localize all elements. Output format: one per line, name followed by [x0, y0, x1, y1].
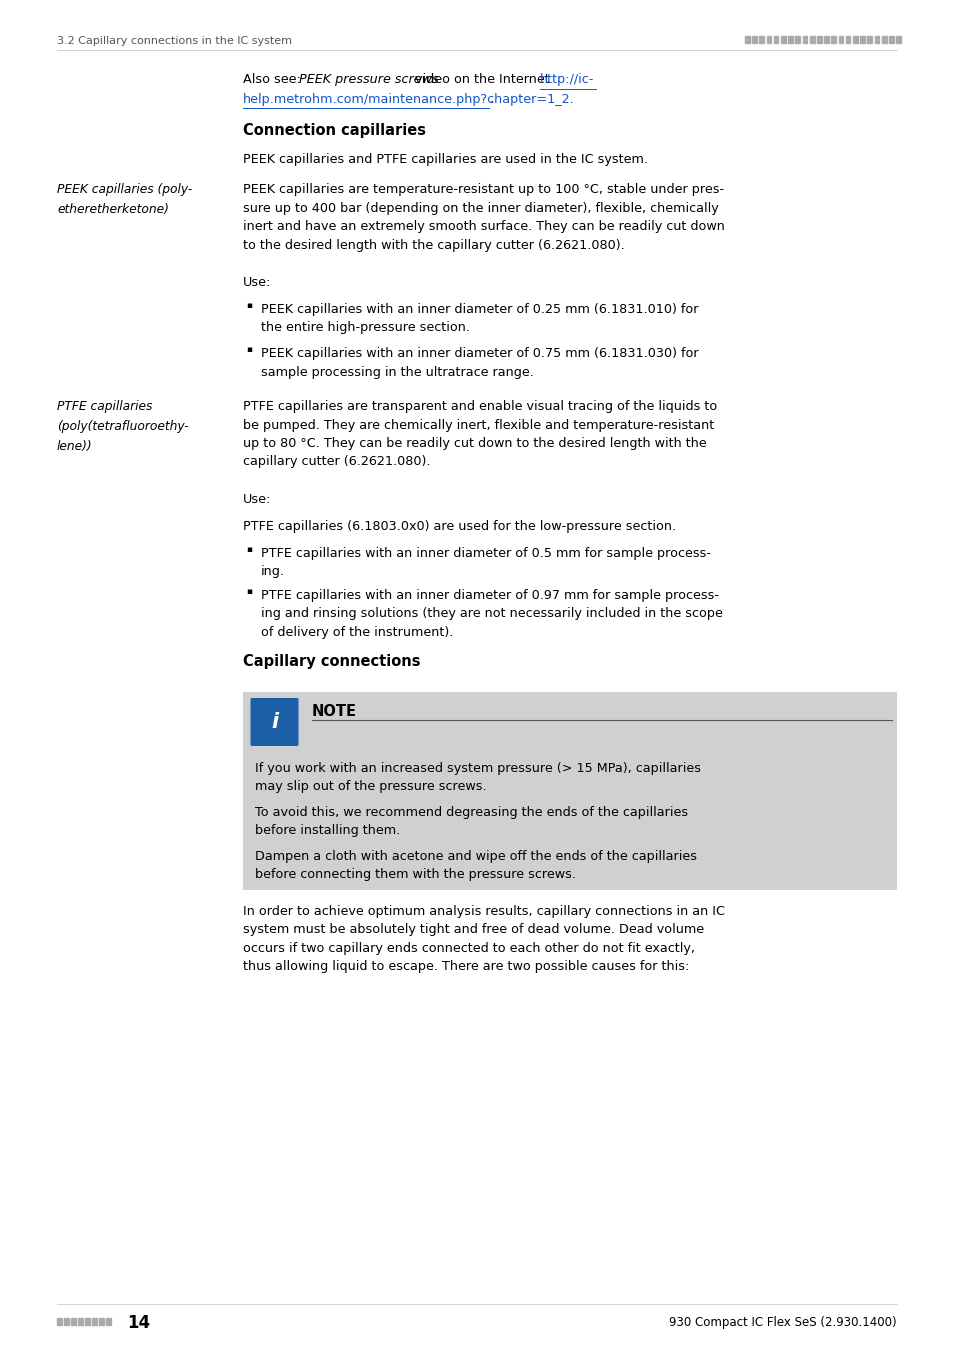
Text: In order to achieve optimum analysis results, capillary connections in an IC
sys: In order to achieve optimum analysis res…: [243, 904, 724, 973]
Text: ▪: ▪: [246, 346, 252, 354]
Text: http://ic-: http://ic-: [539, 73, 594, 86]
Bar: [787, 36, 792, 43]
Bar: [874, 36, 879, 43]
Text: If you work with an increased system pressure (> 15 MPa), capillaries
may slip o: If you work with an increased system pre…: [254, 761, 700, 794]
Bar: [895, 36, 900, 43]
Bar: [91, 1318, 96, 1324]
Text: PEEK pressure screws: PEEK pressure screws: [298, 73, 438, 86]
Bar: [888, 36, 893, 43]
Bar: [71, 1318, 75, 1324]
Text: video on the Internet: video on the Internet: [411, 73, 553, 86]
Bar: [816, 36, 821, 43]
Text: 930 Compact IC Flex SeS (2.930.1400): 930 Compact IC Flex SeS (2.930.1400): [669, 1316, 896, 1328]
Bar: [78, 1318, 82, 1324]
Text: PEEK capillaries with an inner diameter of 0.75 mm (6.1831.030) for
sample proce: PEEK capillaries with an inner diameter …: [261, 347, 698, 378]
Text: PTFE capillaries are transparent and enable visual tracing of the liquids to
be : PTFE capillaries are transparent and ena…: [243, 400, 717, 468]
Text: Use:: Use:: [243, 493, 271, 506]
Bar: [801, 36, 806, 43]
Bar: [751, 36, 756, 43]
Bar: [866, 36, 871, 43]
Text: PTFE capillaries with an inner diameter of 0.97 mm for sample process-
ing and r: PTFE capillaries with an inner diameter …: [261, 589, 722, 639]
Text: ▪: ▪: [246, 587, 252, 595]
Text: help.metrohm.com/maintenance.php?chapter=1_2.: help.metrohm.com/maintenance.php?chapter…: [243, 93, 574, 105]
Text: PTFE capillaries: PTFE capillaries: [57, 400, 152, 413]
Bar: [85, 1318, 90, 1324]
Text: 14: 14: [127, 1314, 150, 1332]
Text: To avoid this, we recommend degreasing the ends of the capillaries
before instal: To avoid this, we recommend degreasing t…: [254, 806, 687, 837]
Text: Use:: Use:: [243, 275, 271, 289]
Text: 3.2 Capillary connections in the IC system: 3.2 Capillary connections in the IC syst…: [57, 36, 292, 46]
Text: PEEK capillaries and PTFE capillaries are used in the IC system.: PEEK capillaries and PTFE capillaries ar…: [243, 153, 647, 166]
Text: Also see:: Also see:: [243, 73, 305, 86]
Bar: [860, 36, 864, 43]
Text: lene)): lene)): [57, 440, 92, 454]
Bar: [830, 36, 835, 43]
Text: PTFE capillaries with an inner diameter of 0.5 mm for sample process-
ing.: PTFE capillaries with an inner diameter …: [261, 547, 710, 579]
Text: Dampen a cloth with acetone and wipe off the ends of the capillaries
before conn: Dampen a cloth with acetone and wipe off…: [254, 850, 697, 882]
Bar: [852, 36, 857, 43]
Text: Capillary connections: Capillary connections: [243, 653, 420, 670]
Bar: [845, 36, 850, 43]
Text: ▪: ▪: [246, 545, 252, 554]
Bar: [106, 1318, 111, 1324]
Text: PEEK capillaries are temperature-resistant up to 100 °C, stable under pres-
sure: PEEK capillaries are temperature-resista…: [243, 184, 724, 251]
Text: ▪: ▪: [246, 301, 252, 310]
Bar: [243, 693, 896, 890]
Text: etheretherketone): etheretherketone): [57, 202, 169, 216]
Bar: [759, 36, 763, 43]
Bar: [99, 1318, 103, 1324]
Bar: [838, 36, 842, 43]
Bar: [781, 36, 785, 43]
Text: (poly(tetrafluoroethy-: (poly(tetrafluoroethy-: [57, 420, 189, 433]
FancyBboxPatch shape: [251, 698, 298, 747]
Text: PEEK capillaries with an inner diameter of 0.25 mm (6.1831.010) for
the entire h: PEEK capillaries with an inner diameter …: [261, 302, 698, 335]
Bar: [766, 36, 770, 43]
Bar: [773, 36, 778, 43]
Text: PTFE capillaries (6.1803.0x0) are used for the low-pressure section.: PTFE capillaries (6.1803.0x0) are used f…: [243, 520, 676, 533]
Bar: [881, 36, 885, 43]
Text: Connection capillaries: Connection capillaries: [243, 123, 426, 138]
Bar: [823, 36, 828, 43]
Text: .: .: [489, 93, 493, 105]
Bar: [57, 1318, 61, 1324]
Text: PEEK capillaries (poly-: PEEK capillaries (poly-: [57, 184, 192, 196]
Bar: [809, 36, 814, 43]
Text: i: i: [271, 711, 277, 732]
Bar: [64, 1318, 69, 1324]
Text: NOTE: NOTE: [312, 703, 356, 720]
Bar: [744, 36, 749, 43]
Bar: [795, 36, 800, 43]
